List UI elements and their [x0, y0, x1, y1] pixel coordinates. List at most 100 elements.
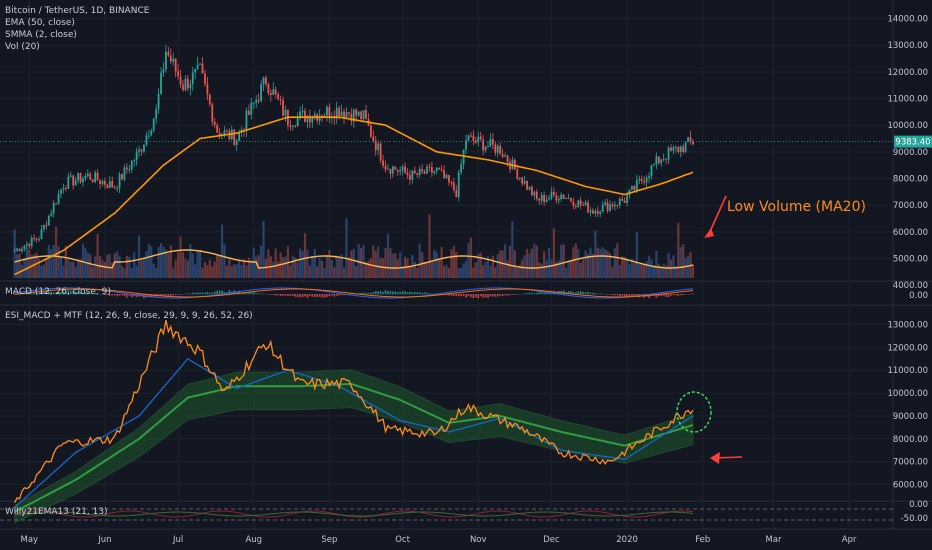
macd-histogram-bar	[633, 294, 636, 297]
macd-histogram-bar	[665, 294, 667, 297]
volume-bar	[120, 265, 124, 278]
candle-body	[223, 130, 226, 135]
macd-histogram-bar	[482, 294, 484, 298]
macd-histogram-bar	[311, 294, 314, 297]
candle-body	[208, 94, 211, 105]
volume-bar	[525, 249, 529, 278]
macd-histogram-bar	[272, 294, 275, 295]
candle-body	[509, 161, 511, 170]
time-axis-label: Apr	[842, 535, 857, 545]
candle-body	[443, 170, 445, 178]
volume-bar	[230, 265, 233, 278]
macd-histogram-bar	[123, 294, 126, 297]
volume-bar	[401, 265, 404, 278]
macd-histogram-bar	[65, 291, 67, 295]
candle-body	[399, 170, 402, 172]
volume-bar	[296, 262, 299, 278]
candle-body	[428, 166, 431, 168]
volume-bar	[408, 265, 412, 278]
volume-bar	[489, 265, 492, 278]
candle-body	[374, 140, 377, 151]
macd-histogram-bar	[121, 294, 123, 296]
esi-tick-label: 9000.00	[893, 412, 928, 422]
candle-body	[62, 187, 65, 190]
candle-body	[587, 202, 589, 213]
candle-body	[572, 201, 575, 207]
volume-bar	[594, 230, 597, 278]
candle-body	[226, 130, 228, 132]
candle-body	[384, 165, 387, 170]
macd-histogram-bar	[206, 291, 209, 295]
volume-bar	[601, 247, 604, 278]
volume-bar	[264, 259, 268, 278]
volume-bar	[313, 249, 316, 278]
macd-histogram-bar	[165, 294, 167, 296]
candle-body	[406, 172, 409, 175]
volume-bar	[391, 253, 394, 278]
volume-bar	[662, 263, 665, 278]
macd-histogram-bar	[365, 293, 367, 295]
candle-body	[13, 250, 16, 252]
volume-bar	[98, 255, 102, 278]
macd-histogram-bar	[113, 294, 116, 296]
candle-body	[323, 115, 326, 118]
macd-histogram-bar	[72, 290, 74, 295]
volume-bar	[294, 257, 297, 278]
volume-bar	[547, 248, 551, 278]
macd-histogram-bar	[250, 292, 253, 295]
macd-histogram-bar	[326, 294, 328, 298]
volume-bar	[108, 253, 111, 278]
macd-histogram-bar	[89, 293, 92, 295]
volume-bar	[228, 259, 231, 278]
candle-body	[457, 172, 460, 197]
volume-bar	[113, 253, 116, 278]
volume-bar	[491, 255, 494, 278]
candle-body	[379, 143, 382, 161]
candle-body	[633, 185, 636, 190]
candle-body	[272, 89, 275, 96]
macd-histogram-bar	[545, 291, 548, 295]
candle-body	[255, 99, 258, 103]
volume-bar	[584, 250, 587, 278]
candle-body	[135, 151, 138, 161]
candle-body	[487, 145, 489, 147]
candle-body	[477, 136, 480, 143]
candle-body	[174, 58, 177, 72]
volume-bar	[355, 265, 358, 278]
candle-body	[160, 72, 162, 94]
candle-body	[460, 164, 463, 173]
macd-histogram-bar	[260, 293, 262, 295]
candle-body	[150, 130, 153, 136]
candle-body	[201, 63, 204, 74]
volume-bar	[457, 267, 460, 278]
macd-histogram-bar	[126, 294, 128, 298]
volume-bar	[147, 243, 150, 278]
candle-body	[435, 167, 438, 172]
candle-body	[33, 237, 36, 240]
candle-body	[189, 83, 192, 89]
macd-histogram-bar	[101, 294, 104, 295]
esi-cloud	[14, 369, 694, 524]
macd-histogram-bar	[179, 294, 182, 295]
macd-histogram-bar	[82, 293, 84, 295]
candle-body	[413, 170, 416, 174]
candle-body	[277, 94, 280, 100]
volume-bar	[167, 253, 170, 278]
legend-esi: ESI_MACD + MTF (12, 26, 9, close, 29, 9,…	[5, 311, 253, 321]
candle-body	[130, 160, 133, 170]
volume-bar	[357, 243, 360, 278]
volume-bar	[518, 264, 521, 278]
candle-body	[552, 192, 555, 196]
candle-body	[340, 111, 343, 117]
candle-body	[506, 155, 509, 162]
volume-bar	[328, 249, 331, 278]
macd-histogram-bar	[406, 292, 409, 295]
volume-bar	[240, 265, 243, 278]
candle-body	[567, 198, 570, 200]
macd-histogram-bar	[79, 291, 82, 295]
candle-body	[245, 110, 248, 131]
candle-body	[301, 110, 304, 112]
volume-bar	[106, 254, 109, 278]
volume-bar	[335, 255, 338, 278]
